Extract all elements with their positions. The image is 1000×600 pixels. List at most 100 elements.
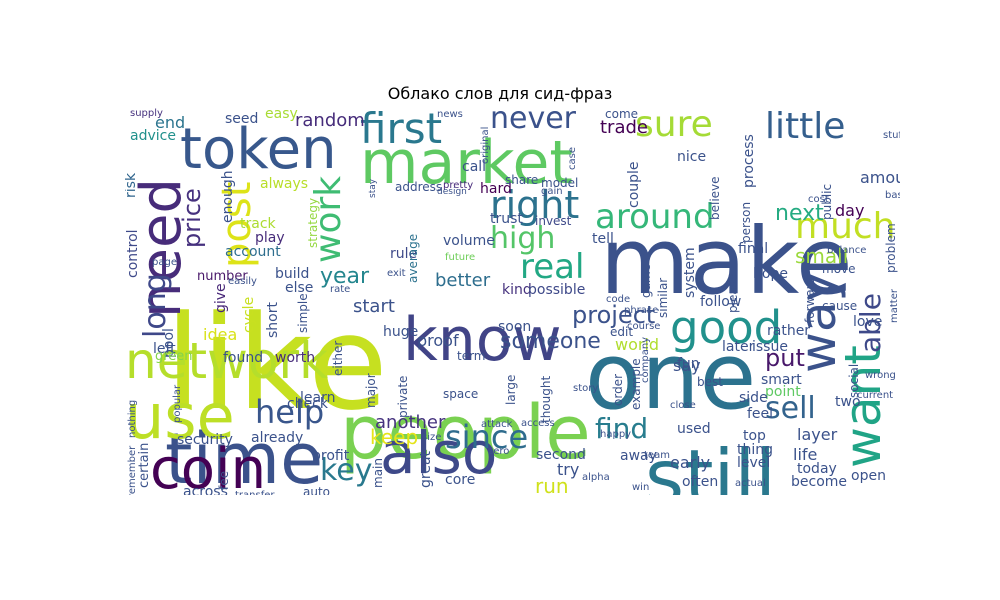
word-follow: follow bbox=[700, 294, 741, 310]
word-process: process bbox=[741, 134, 757, 188]
word-balance: balance bbox=[827, 245, 866, 256]
word-world: world bbox=[615, 335, 659, 354]
word-call: call bbox=[462, 159, 486, 175]
word-average: average bbox=[406, 234, 420, 283]
word-hard: hard bbox=[480, 181, 512, 197]
word-short: short bbox=[265, 302, 281, 338]
word-around: around bbox=[595, 197, 715, 237]
word-early: early bbox=[670, 453, 710, 472]
word-two: two bbox=[835, 394, 861, 410]
word-nothing: nothing bbox=[127, 400, 138, 438]
word-open: open bbox=[851, 468, 886, 484]
word-easy: easy bbox=[265, 108, 298, 122]
word-put: put bbox=[765, 344, 805, 372]
word-code: code bbox=[606, 294, 630, 305]
word-huge: huge bbox=[383, 324, 418, 340]
word-actual: actual bbox=[735, 478, 766, 489]
word-forward: forward bbox=[803, 277, 817, 323]
word-model: model bbox=[541, 176, 578, 190]
word-control: control bbox=[125, 229, 141, 278]
word-life: life bbox=[793, 445, 817, 464]
word-proof: proof bbox=[417, 331, 459, 350]
word-remember: remember bbox=[127, 445, 138, 495]
word-help: help bbox=[255, 393, 324, 431]
word-happy: happy bbox=[600, 429, 631, 440]
word-soon: soon bbox=[498, 319, 531, 335]
word-never: never bbox=[490, 108, 577, 136]
word-sell: sell bbox=[765, 391, 816, 426]
word-keep: keep bbox=[370, 425, 418, 449]
word-example: example bbox=[629, 358, 643, 410]
word-side: side bbox=[739, 390, 768, 406]
word-page: page bbox=[152, 257, 177, 268]
word-another: another bbox=[375, 412, 446, 433]
word-start: start bbox=[353, 296, 395, 317]
word-fee: fee bbox=[217, 471, 231, 490]
word-large: large bbox=[504, 375, 518, 405]
word-right: right bbox=[490, 183, 579, 227]
word-phrase: phrase bbox=[624, 305, 658, 316]
word-rate: rate bbox=[330, 284, 350, 295]
word-smart: smart bbox=[761, 372, 802, 388]
word-order: order bbox=[611, 374, 625, 406]
word-give: give bbox=[213, 283, 229, 313]
word-one: one bbox=[585, 323, 756, 430]
word-year: year bbox=[320, 264, 370, 289]
word-learn: learn bbox=[300, 390, 335, 406]
word-public: public bbox=[820, 184, 834, 220]
word-make: make bbox=[600, 208, 853, 315]
word-used: used bbox=[677, 421, 711, 437]
word-able: able bbox=[854, 293, 887, 353]
word-trade: trade bbox=[600, 117, 648, 138]
word-cycle: cycle bbox=[241, 297, 257, 333]
word-already: already bbox=[251, 430, 303, 446]
word-person: person bbox=[739, 202, 753, 243]
word-address: address bbox=[395, 180, 442, 194]
word-future: future bbox=[445, 252, 475, 263]
word-know: know bbox=[403, 305, 562, 375]
word-little: little bbox=[765, 108, 845, 147]
word-rather: rather bbox=[767, 323, 810, 339]
word-build: build bbox=[275, 266, 309, 282]
word-great: great bbox=[418, 450, 434, 488]
word-wrong: wrong bbox=[865, 370, 896, 381]
word-today: today bbox=[797, 461, 837, 477]
chart-title: Облако слов для сид-фраз bbox=[387, 84, 613, 103]
word-enough: enough bbox=[220, 170, 236, 223]
word-price: price bbox=[178, 188, 206, 248]
word-fun: fun bbox=[677, 356, 700, 372]
word-simple: simple bbox=[296, 293, 310, 333]
word-come: come bbox=[605, 108, 638, 121]
word-popular: popular bbox=[172, 384, 183, 423]
word-top: top bbox=[743, 428, 766, 444]
word-either: either bbox=[331, 341, 345, 376]
word-base: base bbox=[885, 190, 900, 201]
word-also: also bbox=[380, 419, 497, 487]
word-become: become bbox=[791, 474, 847, 490]
word-project: project bbox=[572, 301, 655, 329]
word-someone: someone bbox=[500, 329, 601, 354]
word-better: better bbox=[435, 270, 491, 291]
word-want: want bbox=[834, 345, 892, 468]
word-like: like bbox=[165, 287, 388, 439]
word-need: need bbox=[129, 178, 194, 318]
word-check: check bbox=[287, 396, 329, 412]
word-strategy: strategy bbox=[306, 198, 320, 248]
word-original: original bbox=[480, 127, 491, 164]
word-current: current bbox=[857, 390, 893, 401]
word-kind: kind bbox=[502, 282, 532, 298]
word-believe: believe bbox=[708, 176, 722, 220]
word-later: later bbox=[722, 339, 755, 355]
word-news: news bbox=[437, 109, 463, 120]
word-across: across bbox=[183, 484, 228, 495]
word-second: second bbox=[536, 447, 586, 463]
word-nice: nice bbox=[677, 149, 706, 165]
word-work: work bbox=[308, 176, 349, 263]
word-end: end bbox=[155, 113, 185, 132]
word-zero: zero bbox=[488, 446, 509, 457]
word-matter: matter bbox=[889, 288, 900, 323]
word-attack: attack bbox=[481, 419, 513, 430]
word-advice: advice bbox=[130, 128, 176, 144]
word-network: network bbox=[125, 332, 328, 390]
word-final: final bbox=[738, 241, 768, 257]
